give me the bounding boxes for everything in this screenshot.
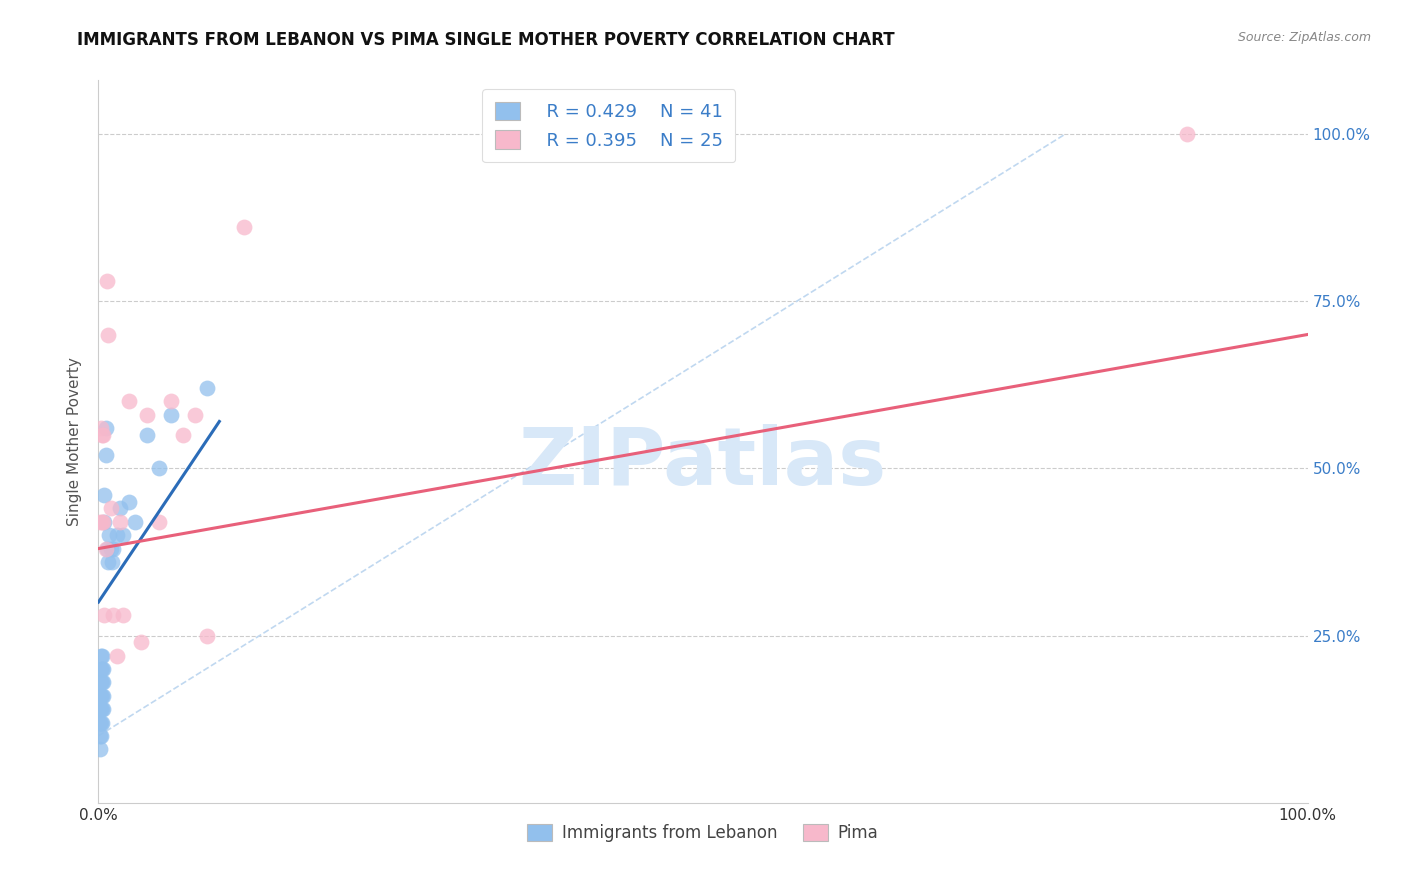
Point: [91, 662, 114, 676]
Point: [91, 515, 114, 529]
Point: [135, 427, 157, 442]
Point: [97, 327, 120, 342]
Point: [160, 394, 183, 409]
Point: [129, 635, 152, 649]
Point: [148, 515, 170, 529]
Point: [91, 427, 114, 442]
Point: [124, 515, 146, 529]
Point: [100, 541, 122, 556]
Point: [105, 528, 128, 542]
Point: [232, 220, 254, 235]
Point: [93, 488, 115, 502]
Point: [135, 408, 157, 422]
Point: [91, 675, 114, 690]
Point: [184, 408, 207, 422]
Point: [90, 715, 112, 730]
Point: [97, 555, 120, 569]
Legend: Immigrants from Lebanon, Pima: Immigrants from Lebanon, Pima: [520, 817, 886, 848]
Point: [91, 662, 114, 676]
Point: [90, 648, 112, 663]
Point: [89, 702, 111, 716]
Point: [91, 702, 114, 716]
Point: [101, 608, 124, 623]
Point: [111, 528, 134, 542]
Point: [89, 689, 111, 703]
Point: [100, 555, 122, 569]
Point: [91, 702, 114, 716]
Point: [93, 515, 115, 529]
Point: [118, 394, 141, 409]
Point: [90, 675, 112, 690]
Point: [94, 448, 117, 462]
Text: IMMIGRANTS FROM LEBANON VS PIMA SINGLE MOTHER POVERTY CORRELATION CHART: IMMIGRANTS FROM LEBANON VS PIMA SINGLE M…: [77, 31, 896, 49]
Point: [195, 628, 218, 642]
Point: [91, 715, 114, 730]
Point: [89, 715, 111, 730]
Point: [172, 427, 194, 442]
Point: [90, 702, 112, 716]
Text: ZIPatlas: ZIPatlas: [519, 425, 887, 502]
Point: [98, 528, 121, 542]
Point: [91, 648, 114, 663]
Y-axis label: Single Mother Poverty: Single Mother Poverty: [67, 357, 83, 526]
Point: [108, 515, 131, 529]
Point: [91, 515, 114, 529]
Point: [96, 274, 118, 288]
Point: [91, 427, 114, 442]
Point: [90, 689, 112, 703]
Point: [160, 408, 183, 422]
Point: [100, 501, 122, 516]
Point: [89, 729, 111, 743]
Point: [148, 461, 170, 475]
Point: [94, 541, 117, 556]
Point: [105, 648, 128, 663]
Point: [1175, 127, 1198, 141]
Point: [96, 541, 118, 556]
Point: [93, 608, 115, 623]
Point: [89, 515, 111, 529]
Point: [91, 675, 114, 690]
Point: [90, 662, 112, 676]
Point: [118, 494, 141, 508]
Point: [89, 742, 111, 756]
Point: [101, 541, 124, 556]
Point: [90, 729, 112, 743]
Point: [94, 421, 117, 435]
Point: [108, 501, 131, 516]
Text: Source: ZipAtlas.com: Source: ZipAtlas.com: [1237, 31, 1371, 45]
Point: [111, 608, 134, 623]
Point: [90, 421, 112, 435]
Point: [91, 689, 114, 703]
Point: [195, 381, 218, 395]
Point: [91, 689, 114, 703]
